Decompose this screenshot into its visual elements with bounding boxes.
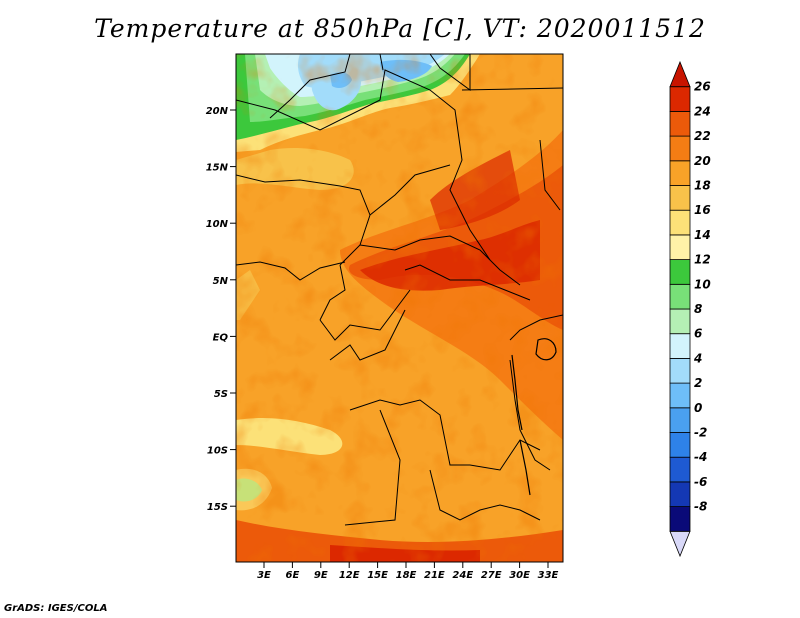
colorbar-label: -8 — [694, 500, 707, 514]
lon-label: 21E — [424, 570, 445, 581]
colorbar-swatch — [669, 185, 691, 211]
lat-label: 15N — [206, 163, 229, 174]
colorbar-label: 14 — [694, 228, 711, 242]
colorbar-swatches — [669, 60, 691, 558]
colorbar-swatch — [669, 209, 691, 236]
colorbar-label: 10 — [694, 277, 711, 291]
lon-label: 6E — [286, 570, 300, 581]
colorbar-swatch — [669, 111, 691, 137]
lon-label: 3E — [257, 570, 271, 581]
colorbar-label: -6 — [694, 475, 707, 489]
colorbar-swatch — [669, 506, 691, 532]
colorbar-swatch — [669, 382, 691, 409]
colorbar-label: 4 — [693, 351, 702, 365]
colorbar-swatch — [669, 160, 691, 186]
colorbar-label: 24 — [694, 104, 711, 118]
colorbar-swatch — [669, 333, 691, 359]
country-borders — [236, 54, 563, 526]
colorbar-swatch — [669, 308, 691, 335]
colorbar-label: 16 — [694, 203, 711, 217]
lat-label: 20N — [206, 106, 229, 117]
colorbar-label: -4 — [694, 450, 707, 464]
lon-label: 12E — [339, 570, 360, 581]
lat-label: 10N — [206, 219, 229, 230]
colorbar-swatch — [669, 407, 691, 433]
temperature-field — [236, 54, 563, 562]
colorbar-swatch — [669, 456, 691, 483]
lon-label: 15E — [367, 570, 388, 581]
colorbar-swatch — [669, 530, 691, 558]
colorbar-label: 22 — [694, 129, 711, 143]
lon-label: 18E — [396, 570, 417, 581]
lakes — [511, 338, 557, 496]
lon-label: 30E — [509, 570, 530, 581]
lon-label: 9E — [314, 570, 328, 581]
longitude-axis: 3E 6E 9E 12E 15E 18E 21E 24E 27E 30E 33E — [257, 562, 559, 581]
lat-label: 5N — [213, 276, 229, 287]
colorbar-swatch — [669, 357, 691, 384]
lat-label: 15S — [207, 502, 228, 513]
colorbar-swatch — [669, 234, 691, 260]
lat-label: EQ — [213, 332, 229, 343]
colorbar-label: 12 — [694, 253, 711, 267]
lon-label: 24E — [452, 570, 473, 581]
map-frame — [235, 53, 564, 563]
colorbar-label: 6 — [694, 327, 702, 341]
colorbar-label: 18 — [694, 179, 711, 193]
colorbar-label: 20 — [694, 154, 711, 168]
lat-label: 10S — [207, 446, 228, 457]
colorbar-swatch — [669, 259, 691, 285]
colorbar-label: 8 — [694, 302, 702, 316]
colorbar-swatch — [669, 481, 691, 507]
colorbar-swatch — [669, 432, 691, 458]
colorbar-label: 26 — [694, 80, 711, 94]
colorbar-label: 2 — [694, 376, 702, 390]
colorbar-swatch — [669, 86, 691, 112]
colorbar-label: 0 — [694, 401, 702, 415]
lat-label: 5S — [214, 389, 228, 400]
colorbar-label: -2 — [694, 426, 707, 440]
colorbar-swatch — [669, 283, 691, 310]
lon-label: 27E — [481, 570, 502, 581]
grads-credit: GrADS: IGES/COLA — [4, 603, 108, 614]
lon-label: 33E — [538, 570, 559, 581]
colorbar-swatch — [669, 135, 691, 162]
map-title: Temperature at 850hPa [C], VT: 202001151… — [94, 14, 706, 43]
latitude-axis: 20N 15N 10N 5N EQ 5S 10S 15S — [206, 106, 236, 513]
colorbar-swatch — [669, 60, 691, 88]
